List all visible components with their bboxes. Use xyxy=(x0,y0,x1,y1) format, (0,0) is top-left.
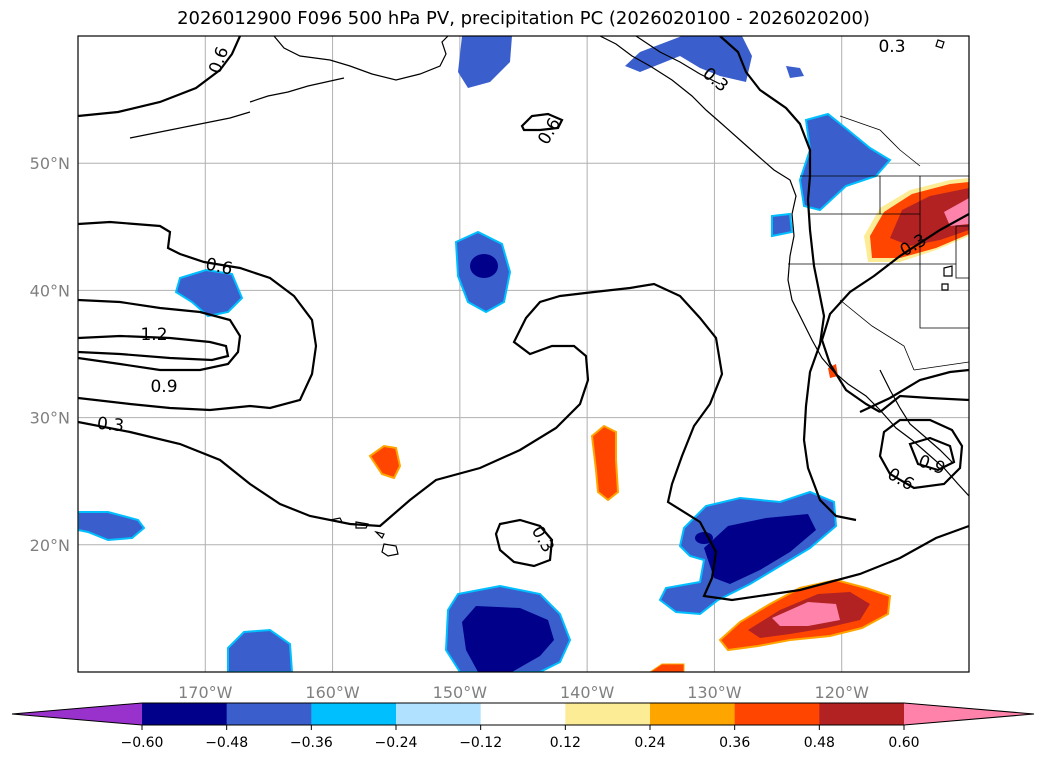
map-title: 2026012900 F096 500 hPa PV, precipitatio… xyxy=(177,8,870,29)
pv-contour xyxy=(820,213,969,413)
border-line xyxy=(913,361,969,371)
precip-positive-area xyxy=(890,188,969,246)
longitude-tick-label: 130°W xyxy=(687,683,742,702)
pv-contour xyxy=(78,334,230,362)
contour-label: 0.3 xyxy=(878,37,905,57)
precip-negative-core xyxy=(695,532,713,544)
colorbar: −0.60 −0.48 −0.36 −0.24 −0.12 0.12 0.24 0.36 0.4… xyxy=(11,702,1035,751)
precip-negative-area xyxy=(625,36,752,82)
border-line xyxy=(879,176,920,215)
precip-negative-area xyxy=(227,628,294,672)
colorbar-segment xyxy=(142,703,228,725)
coastline xyxy=(273,36,449,81)
pv-contour xyxy=(494,518,554,568)
contour-label: 0.3 xyxy=(96,414,125,437)
precip-negative-area xyxy=(458,36,512,88)
political-borders xyxy=(788,115,969,371)
border-line xyxy=(839,299,915,371)
precipitation-shading xyxy=(78,36,969,672)
longitude-tick-label: 150°W xyxy=(433,683,488,702)
precip-negative-core xyxy=(704,514,816,584)
colorbar-segment xyxy=(396,703,482,725)
colorbar-segment xyxy=(480,703,566,725)
pv-contour xyxy=(879,394,969,413)
pv-contours xyxy=(78,36,969,602)
coastline xyxy=(355,521,369,529)
precip-negative-area xyxy=(771,212,794,238)
colorbar-tick-label: −0.48 xyxy=(205,735,248,751)
colorbar-tick-label: −0.12 xyxy=(459,735,502,751)
map-frame xyxy=(77,35,970,673)
precip-negative-area xyxy=(78,511,146,542)
latitude-tick-label: 50°N xyxy=(30,154,70,173)
latitude-tick-label: 20°N xyxy=(30,536,70,555)
pv-contour xyxy=(78,298,242,372)
colorbar-tick-label: −0.36 xyxy=(290,735,333,751)
precip-positive-area xyxy=(590,424,620,502)
coastlines xyxy=(129,36,969,557)
coastline xyxy=(129,111,251,139)
longitude-labels: 170°W 160°W 150°W 140°W 130°W 120°W xyxy=(178,683,869,702)
colorbar-tick-label: 0.48 xyxy=(804,735,835,751)
pv-contour xyxy=(78,282,969,602)
pv-contour xyxy=(908,436,956,472)
coastline xyxy=(941,283,949,291)
colorbar-segment xyxy=(565,703,651,725)
border-line xyxy=(919,176,969,329)
colorbar-segment xyxy=(311,703,397,725)
colorbar-tick-label: 0.36 xyxy=(719,735,750,751)
coastline xyxy=(935,39,945,49)
colorbar-segment xyxy=(226,703,312,725)
colorbar-segment xyxy=(819,703,905,725)
pv-contour xyxy=(859,368,969,413)
coastline xyxy=(879,369,953,463)
longitude-tick-label: 140°W xyxy=(560,683,615,702)
precip-positive-area xyxy=(649,663,685,672)
colorbar-tick-label: 0.60 xyxy=(888,735,919,751)
contour-label: 0.9 xyxy=(150,377,177,397)
precip-positive-area xyxy=(772,602,840,626)
pv-contour xyxy=(78,220,318,412)
latitude-tick-label: 30°N xyxy=(30,409,70,428)
precip-negative-area xyxy=(786,66,804,78)
coastline xyxy=(381,543,399,557)
coastline xyxy=(329,517,344,523)
border-line xyxy=(955,225,969,279)
precip-negative-area xyxy=(174,268,244,318)
colorbar-segment xyxy=(650,703,736,725)
pv-contour xyxy=(520,112,564,132)
colorbar-extend-high xyxy=(904,703,1034,725)
pv-contour xyxy=(719,36,857,522)
coastline xyxy=(599,36,969,497)
precip-negative-area xyxy=(798,112,892,212)
contour-label: 1.2 xyxy=(140,325,167,345)
colorbar-tick-label: 0.12 xyxy=(550,735,581,751)
longitude-tick-label: 120°W xyxy=(815,683,870,702)
border-line xyxy=(839,115,921,167)
colorbar-extend-low xyxy=(12,703,142,725)
colorbar-tick-label: 0.24 xyxy=(634,735,665,751)
longitude-tick-label: 160°W xyxy=(305,683,360,702)
pv-contour xyxy=(878,418,964,490)
colorbar-tick-label: −0.60 xyxy=(121,735,164,751)
coastline xyxy=(943,265,953,277)
colorbar-tick-label: −0.24 xyxy=(375,735,418,751)
coastline xyxy=(249,77,345,103)
coastline xyxy=(635,36,721,85)
latitude-tick-label: 40°N xyxy=(30,281,70,300)
latitude-labels: 20°N 30°N 40°N 50°N xyxy=(30,154,70,555)
colorbar-segment xyxy=(734,703,820,725)
pv-contour xyxy=(78,36,242,118)
precip-positive-area xyxy=(944,198,969,226)
longitude-tick-label: 170°W xyxy=(178,683,233,702)
precip-negative-core xyxy=(462,606,554,672)
precip-positive-area xyxy=(368,444,402,480)
coastline xyxy=(374,530,385,540)
precip-negative-core xyxy=(470,254,498,278)
